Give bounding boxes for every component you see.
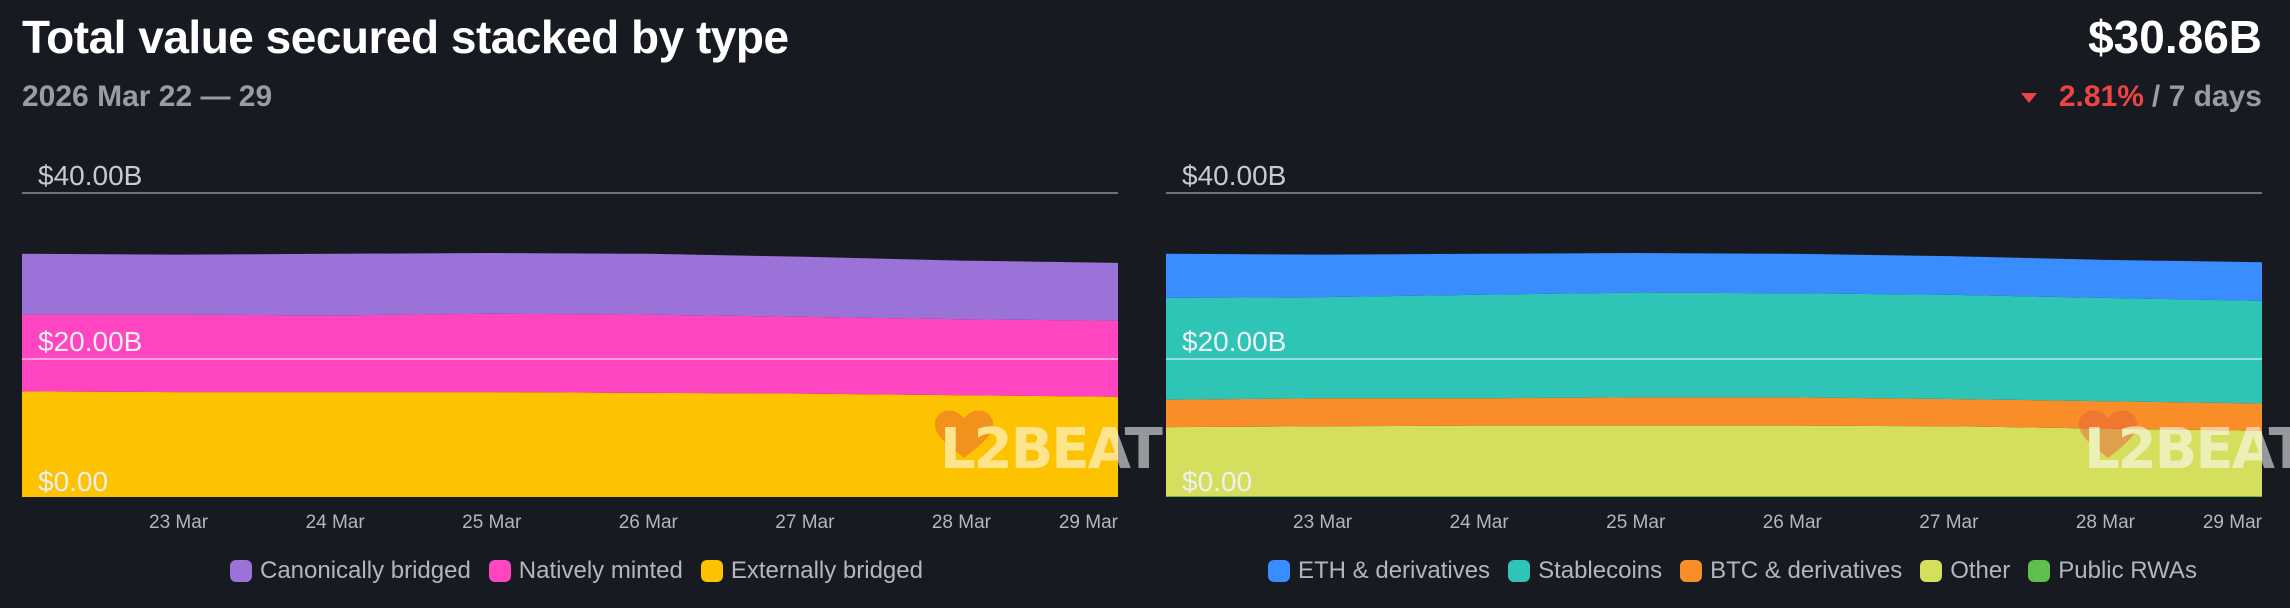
x-tick-label: 26 Mar bbox=[1763, 512, 1823, 533]
legend-label: Other bbox=[1950, 557, 2011, 584]
area-externally-bridged bbox=[22, 391, 1118, 497]
area-stablecoins bbox=[1166, 292, 2262, 404]
arrow-down-icon bbox=[2020, 93, 2037, 103]
x-tick-label: 23 Mar bbox=[1293, 512, 1353, 533]
area-other bbox=[1166, 425, 2262, 497]
legend-label: Externally bridged bbox=[730, 557, 923, 584]
legend-swatch bbox=[2028, 560, 2051, 582]
area-natively-minted bbox=[22, 313, 1118, 397]
legend-item-other[interactable]: Other bbox=[1920, 557, 2010, 585]
legend-swatch bbox=[1680, 560, 1703, 582]
x-tick-label: 28 Mar bbox=[2076, 512, 2136, 533]
x-tick-label: 29 Mar bbox=[1059, 512, 1119, 533]
legend-item-externally-bridged[interactable]: Externally bridged bbox=[700, 557, 923, 585]
date-range: 2026 Mar 22 — 29 bbox=[22, 80, 273, 113]
change-indicator: 2.81% / 7 days bbox=[2020, 80, 2262, 114]
area-public-rwas bbox=[1166, 496, 2262, 497]
x-tick-label: 27 Mar bbox=[1919, 512, 1979, 533]
legend-by-source: Canonically bridged Natively minted Extern… bbox=[230, 555, 923, 587]
y-tick-label: $0.00 bbox=[38, 466, 108, 497]
x-tick-label: 29 Mar bbox=[2203, 512, 2263, 533]
x-tick-label: 27 Mar bbox=[775, 512, 835, 533]
total-value: $30.86B bbox=[2088, 11, 2262, 63]
legend-label: Natively minted bbox=[518, 557, 683, 584]
y-tick-label: $20.00B bbox=[1182, 326, 1286, 357]
legend-swatch bbox=[700, 560, 723, 582]
l2beat-logo: L2BEAT bbox=[2078, 410, 2290, 482]
area-btc-derivatives bbox=[1166, 397, 2262, 431]
x-tick-label: 23 Mar bbox=[149, 512, 209, 533]
legend-swatch bbox=[1268, 560, 1290, 582]
l2beat-logo-text: L2BEAT bbox=[2084, 417, 2290, 482]
x-tick-label: 26 Mar bbox=[619, 512, 679, 533]
legend-item-btc-derivatives[interactable]: BTC & derivatives bbox=[1680, 557, 1902, 585]
change-period: / 7 days bbox=[2151, 80, 2262, 113]
legend-item-eth-derivatives[interactable]: ETH & derivatives bbox=[1268, 557, 1490, 585]
page-title: Total value secured stacked by type bbox=[22, 11, 789, 63]
legend-label: BTC & derivatives bbox=[1710, 557, 1903, 584]
x-tick-label: 24 Mar bbox=[1450, 512, 1510, 533]
x-tick-label: 25 Mar bbox=[462, 512, 522, 533]
l2beat-logo: L2BEAT bbox=[934, 410, 1165, 482]
legend-swatch bbox=[230, 560, 252, 582]
x-tick-label: 25 Mar bbox=[1606, 512, 1666, 533]
area-eth-derivatives bbox=[1166, 253, 2262, 301]
y-tick-label: $40.00B bbox=[38, 160, 142, 191]
change-percent: 2.81% bbox=[2058, 80, 2144, 113]
legend-label: Public RWAs bbox=[2058, 557, 2197, 584]
legend-swatch bbox=[488, 560, 511, 582]
legend-swatch bbox=[1508, 560, 1531, 582]
y-tick-label: $40.00B bbox=[1182, 160, 1286, 191]
legend-item-canonically-bridged[interactable]: Canonically bridged bbox=[230, 557, 471, 585]
legend-label: Canonically bridged bbox=[260, 557, 471, 584]
x-tick-label: 24 Mar bbox=[306, 512, 366, 533]
legend-item-natively-minted[interactable]: Natively minted bbox=[488, 557, 683, 585]
y-tick-label: $20.00B bbox=[38, 326, 142, 357]
legend-by-asset-type: ETH & derivatives Stablecoins BTC & deriva… bbox=[1268, 555, 2197, 587]
l2beat-logo-text: L2BEAT bbox=[940, 417, 1163, 482]
legend-swatch bbox=[1920, 560, 1943, 582]
x-tick-label: 28 Mar bbox=[932, 512, 992, 533]
y-tick-label: $0.00 bbox=[1182, 466, 1252, 497]
area-canonically-bridged bbox=[22, 253, 1118, 321]
legend-label: Stablecoins bbox=[1538, 557, 1663, 584]
legend-item-stablecoins[interactable]: Stablecoins bbox=[1508, 557, 1662, 585]
legend-item-public-rwas[interactable]: Public RWAs bbox=[2028, 557, 2197, 585]
legend-label: ETH & derivatives bbox=[1298, 557, 1491, 584]
